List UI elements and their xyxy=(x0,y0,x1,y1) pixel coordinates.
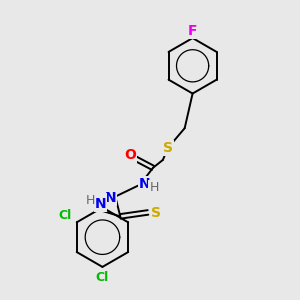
Text: Cl: Cl xyxy=(96,271,109,284)
Text: H: H xyxy=(86,194,95,207)
Text: N: N xyxy=(105,190,116,205)
Text: H: H xyxy=(97,194,106,207)
Text: N: N xyxy=(95,196,106,211)
Text: H: H xyxy=(149,181,159,194)
Text: F: F xyxy=(188,24,197,38)
Text: N: N xyxy=(139,177,151,191)
Text: S: S xyxy=(163,141,173,155)
Text: O: O xyxy=(124,148,136,162)
Text: S: S xyxy=(151,206,161,220)
Text: Cl: Cl xyxy=(58,209,71,222)
